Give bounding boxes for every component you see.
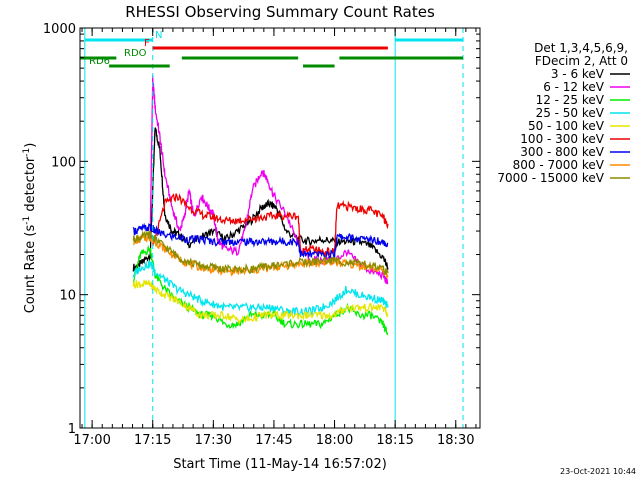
series-line-6 [132, 222, 389, 260]
x-tick-label: 17:00 [73, 433, 110, 448]
legend-entry-2: 12 - 25 keV [536, 93, 605, 107]
plot-frame [79, 27, 481, 429]
y-tick-label: 1 [68, 422, 76, 437]
vline-layer [84, 28, 464, 428]
series-line-8 [132, 230, 389, 277]
axis-layer: 17:00 17:15 17:30 17:45 18:00 18:15 18:30 1 10 10… [43, 22, 480, 448]
legend-entry-1: 6 - 12 keV [543, 80, 605, 94]
flag-label-n: N [155, 30, 162, 41]
series-line-3 [132, 260, 389, 316]
y-axis-title-part3: ) [23, 143, 38, 148]
series-line-2 [132, 244, 389, 336]
y-tick-label: 100 [51, 155, 76, 170]
x-tick-label: 17:30 [195, 433, 232, 448]
y-axis-title-sup1: -1 [22, 216, 32, 225]
legend-entry-0: 3 - 6 keV [551, 67, 605, 81]
y-axis-title-part2: detector [23, 156, 38, 216]
chart-title: RHESSI Observing Summary Count Rates [125, 3, 435, 21]
flag-label-rdo: RDO [124, 48, 147, 59]
legend-entry-5: 100 - 300 keV [520, 132, 604, 146]
legend-entry-3: 25 - 50 keV [536, 106, 605, 120]
flag-label-rd6: RD6 [89, 56, 110, 67]
x-tick-label: 17:15 [134, 433, 171, 448]
timestamp: 23-Oct-2021 10:44 [560, 467, 636, 476]
legend: Det 1,3,4,5,6,9, FDecim 2, Att 0 3 - 6 k… [497, 41, 630, 185]
y-axis-title-sup2: -1 [22, 148, 32, 157]
series-line-0 [132, 126, 389, 272]
flag-label-f: F [144, 38, 150, 49]
legend-entry-4: 50 - 100 keV [528, 119, 605, 133]
x-tick-label: 17:45 [255, 433, 292, 448]
series-line-4 [132, 279, 389, 326]
legend-header-line2: FDecim 2, Att 0 [535, 54, 628, 68]
x-tick-label: 18:15 [376, 433, 413, 448]
x-tick-label: 18:00 [316, 433, 353, 448]
x-axis-title: Start Time (11-May-14 16:57:02) [173, 457, 387, 472]
legend-entry-7: 800 - 7000 keV [513, 158, 605, 172]
legend-header-line1: Det 1,3,4,5,6,9, [534, 41, 628, 55]
y-tick-label: 1000 [43, 22, 76, 37]
y-tick-label: 10 [59, 289, 76, 304]
series-line-5 [152, 193, 389, 258]
x-tick-label: 18:30 [437, 433, 474, 448]
y-axis-title-part1: Count Rate (s [23, 225, 38, 314]
legend-entry-6: 300 - 800 keV [520, 145, 604, 159]
legend-entry-8: 7000 - 15000 keV [497, 171, 604, 185]
y-axis-title: Count Rate (s-1 detector-1) [22, 143, 38, 314]
series-layer [132, 75, 389, 336]
